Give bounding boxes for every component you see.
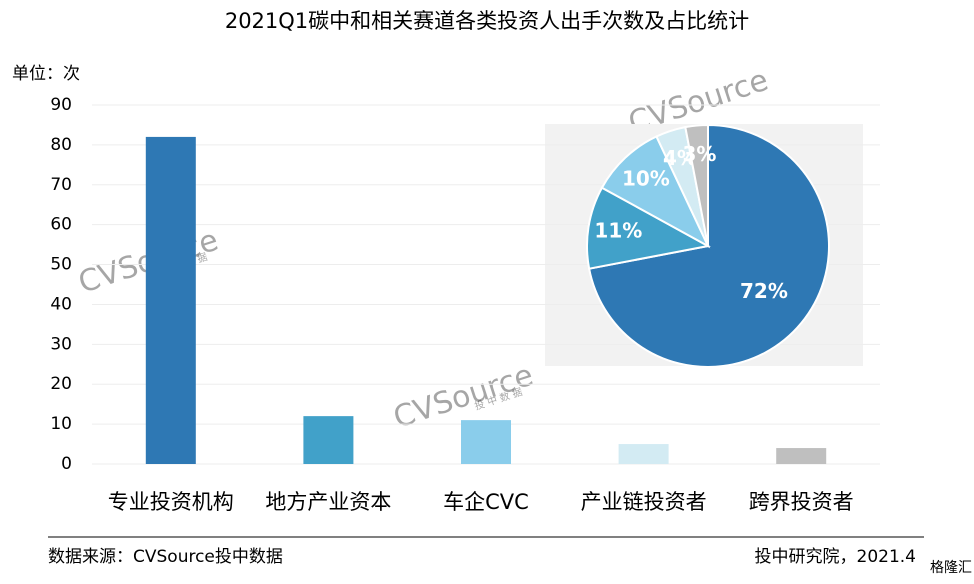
source: 数据来源：CVSource投中数据: [48, 547, 283, 567]
y-tick-label: 30: [50, 334, 72, 354]
pie-slice: [600, 135, 711, 249]
pie-label: 11%: [594, 218, 642, 242]
x-tick-label: 车企CVC: [443, 490, 529, 514]
pie-slice: [684, 123, 709, 247]
bar: [145, 136, 196, 464]
x-tick-label: 地方产业资本: [265, 490, 391, 514]
y-tick-label: 60: [50, 215, 72, 235]
y-tick-label: 80: [50, 135, 72, 155]
note: 投中研究院，2021.4: [755, 547, 916, 567]
x-tick-label: 产业链投资者: [581, 490, 707, 514]
bar: [776, 448, 827, 464]
y-axis-label: 单位：次: [12, 64, 80, 84]
y-tick-label: 90: [50, 95, 72, 115]
y-tick-label: 20: [50, 374, 72, 394]
y-tick-label: 10: [50, 414, 72, 434]
y-tick-label: 50: [50, 255, 72, 275]
y-tick-label: 70: [50, 175, 72, 195]
bar: [461, 420, 511, 464]
pie-label: 3%: [682, 142, 716, 166]
x-tick-label: 专业投资机构: [108, 490, 234, 514]
logo: 格隆汇: [930, 560, 972, 576]
pie-label: 72%: [740, 279, 788, 303]
pie-label: 10%: [622, 166, 670, 190]
y-tick-label: 40: [50, 294, 72, 314]
x-tick-label: 跨界投资者: [749, 490, 854, 514]
y-tick-label: 0: [61, 454, 72, 474]
bar: [618, 444, 669, 464]
bar: [303, 416, 354, 464]
chart-title: 2021Q1碳中和相关赛道各类投资人出手次数及占比统计: [225, 9, 749, 33]
pie-slice: [586, 186, 711, 270]
